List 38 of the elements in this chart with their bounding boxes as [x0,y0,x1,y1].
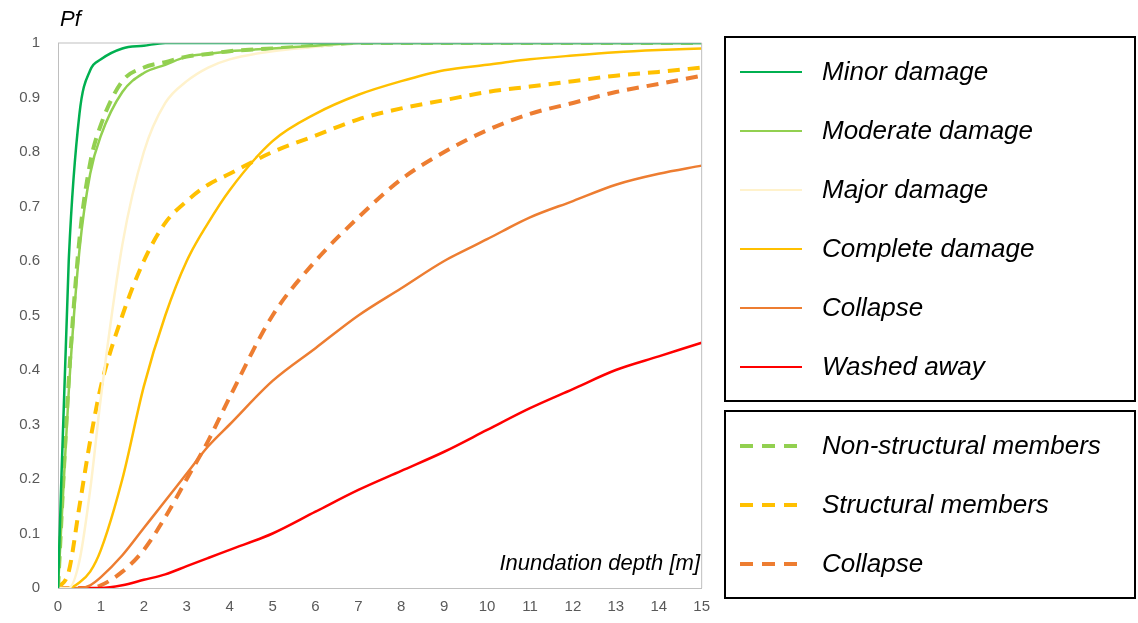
x-tick-label: 5 [268,597,277,615]
x-tick-label: 2 [139,597,148,615]
x-tick-label: 4 [225,597,234,615]
x-tick-label: 14 [650,597,668,615]
y-axis-title: Pf [60,6,81,32]
x-tick-label: 1 [96,597,106,615]
legend-label: Non-structural members [822,430,1101,461]
x-tick-label: 12 [564,597,582,615]
x-tick-label: 0 [53,597,63,615]
x-tick-label: 6 [311,597,320,615]
legend-label: Structural members [822,489,1049,520]
y-tick-label: 1 [31,33,40,51]
y-tick-label: 0.6 [19,251,40,269]
x-tick-label: 13 [607,597,625,615]
y-tick-label: 0.7 [19,196,40,214]
x-tick-label: 8 [397,597,406,615]
x-tick-label: 15 [693,597,710,615]
legend-label: Complete damage [822,233,1035,264]
x-tick-label: 10 [478,597,496,615]
legend-label: Minor damage [822,56,989,87]
legend-label: Moderate damage [822,115,1034,146]
y-tick-label: 0 [31,578,40,596]
y-tick-label: 0.9 [19,87,40,105]
legend-label: Collapse [822,548,924,579]
x-tick-label: 3 [182,597,191,615]
x-tick-label: 7 [354,597,363,615]
x-axis-title: Inundation depth [m] [499,550,700,576]
y-tick-label: 0.5 [19,305,40,323]
legend-label: Major damage [822,174,989,205]
y-tick-label: 0.8 [19,142,40,160]
x-tick-label: 11 [522,597,538,615]
y-tick-label: 0.1 [19,523,40,541]
legend-label: Collapse [822,292,924,323]
x-tick-label: 9 [440,597,449,615]
legend-label: Washed away [822,351,985,382]
y-tick-label: 0.3 [19,414,40,432]
y-tick-label: 0.2 [19,469,40,487]
y-tick-label: 0.4 [19,360,40,378]
